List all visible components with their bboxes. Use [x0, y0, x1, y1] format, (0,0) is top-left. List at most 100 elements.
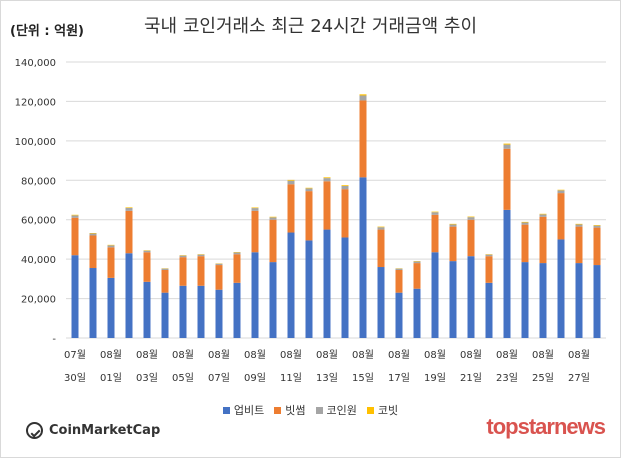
bar-segment [593, 225, 601, 226]
bar-segment [125, 210, 133, 254]
bar-segment [143, 281, 151, 338]
y-tick-label: 140,000 [15, 58, 56, 69]
bar-segment [179, 285, 187, 338]
y-tick-label: 20,000 [21, 295, 56, 306]
coinmarketcap-logo-text: CoinMarketCap [49, 423, 161, 438]
bar-segment [197, 285, 205, 338]
bar-segment [287, 232, 295, 338]
bar-segment [305, 188, 313, 192]
bar-segment [485, 282, 493, 338]
bar-segment [413, 288, 421, 338]
bar-segment [287, 180, 295, 185]
bar-segment [251, 207, 259, 209]
bar-segment [503, 144, 511, 149]
x-tick-label: 08월 [568, 349, 590, 361]
x-tick-label: 08월 [136, 349, 158, 361]
bar-segment [593, 265, 601, 338]
bar-segment [89, 233, 97, 236]
bar-segment [179, 255, 187, 258]
bar-segment [269, 216, 277, 218]
bar-segment [71, 214, 79, 216]
legend-label: 코빗 [377, 404, 399, 417]
legend-item: 코인원 [315, 402, 357, 418]
x-tick-label: 19일 [424, 372, 446, 384]
x-tick-label: 09일 [244, 372, 266, 384]
y-tick-label: 120,000 [15, 97, 56, 108]
legend-swatch [222, 407, 230, 414]
bar-segment [215, 289, 223, 338]
bar-segment [431, 211, 439, 213]
unit-label: (단위 : 억원) [10, 24, 84, 39]
bar-segment [431, 214, 439, 253]
legend-swatch [315, 407, 323, 414]
bar-segment [233, 254, 241, 283]
bar-segment [233, 282, 241, 338]
bar-segment [269, 217, 277, 220]
bar-segment [413, 263, 421, 289]
bar-segment [233, 252, 241, 255]
y-tick-label: - [52, 334, 56, 345]
bar-segment [449, 224, 457, 227]
bar-segment [287, 179, 295, 181]
bar-segment [341, 186, 349, 190]
bar-segment [575, 263, 583, 338]
bar-segment [485, 256, 493, 283]
x-tick-label: 23일 [496, 372, 518, 384]
bar-segment [179, 257, 187, 286]
bar-segment [359, 94, 367, 96]
bar-segment [107, 247, 115, 278]
x-tick-label: 08월 [244, 349, 266, 361]
y-tick-label: 100,000 [15, 137, 56, 148]
legend-swatch [274, 407, 282, 414]
bar-segment [323, 178, 331, 182]
bar-segment [593, 227, 601, 266]
bar-segment [485, 254, 493, 257]
x-tick-label: 08월 [100, 349, 122, 361]
bar-segment [359, 95, 367, 101]
bar-segment [467, 216, 475, 218]
bar-segment [575, 223, 583, 225]
x-tick-label: 08월 [388, 349, 410, 361]
bar-segment [269, 219, 277, 263]
bar-segment [521, 222, 529, 225]
bar-segment [71, 215, 79, 218]
bar-segment [431, 252, 439, 338]
bar-segment [449, 223, 457, 225]
bar-segment [377, 226, 385, 228]
x-tick-label: 08월 [460, 349, 482, 361]
x-tick-label: 15일 [352, 372, 374, 384]
y-tick-label: 60,000 [21, 216, 56, 227]
bar-segment [305, 240, 313, 338]
bar-segment [341, 189, 349, 238]
bar-segment [575, 224, 583, 227]
x-tick-label: 08월 [208, 349, 230, 361]
legend-label: 빗썸 [285, 404, 306, 417]
bar-segment [521, 224, 529, 263]
bar-segment [377, 267, 385, 338]
bar-segment [521, 221, 529, 223]
bar-segment [503, 143, 511, 145]
bar-segment [287, 184, 295, 233]
x-tick-label: 30일 [64, 372, 86, 384]
y-tick-label: 40,000 [21, 255, 56, 266]
bar-segment [449, 226, 457, 262]
bar-segment [197, 256, 205, 286]
bar-segment [251, 252, 259, 338]
bar-segment [539, 216, 547, 264]
x-tick-label: 25일 [532, 372, 554, 384]
x-tick-label: 21일 [460, 372, 482, 384]
bar-segment [521, 262, 529, 338]
x-tick-label: 13일 [316, 372, 338, 384]
bar-segment [557, 190, 565, 194]
bar-segment [377, 227, 385, 230]
x-tick-label: 08월 [424, 349, 446, 361]
bar-segment [251, 208, 259, 211]
chart-legend: 업비트 빗썸 코인원 코빗 [0, 402, 621, 418]
bar-segment [593, 225, 601, 228]
x-tick-label: 01일 [100, 372, 122, 384]
bar-segment [557, 189, 565, 191]
bar-segment [323, 177, 331, 179]
bar-segment [107, 245, 115, 248]
bar-segment [503, 209, 511, 338]
